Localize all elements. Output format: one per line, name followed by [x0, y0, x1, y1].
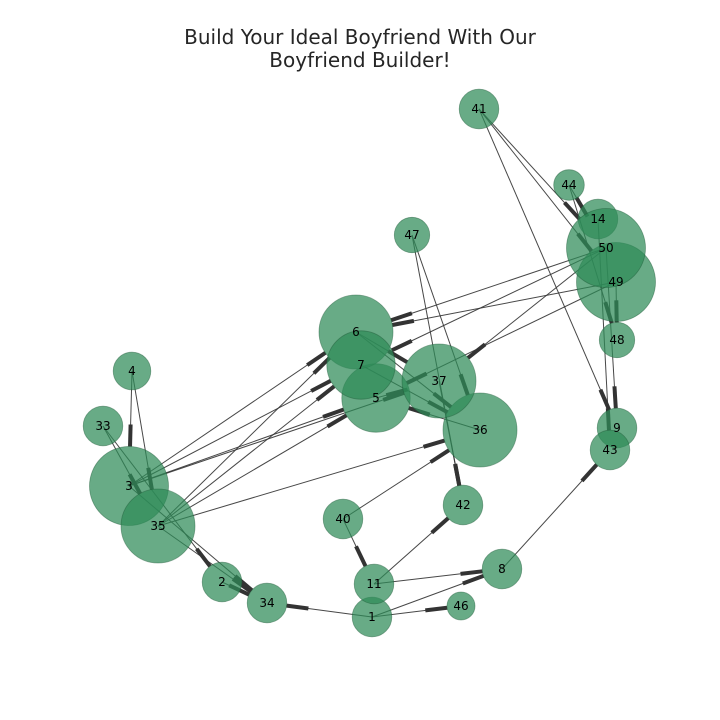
node-46[interactable]	[446, 591, 476, 621]
node-label-9: 9	[613, 421, 621, 435]
node-label-47: 47	[404, 228, 419, 242]
edge-head-3-6	[306, 351, 327, 367]
node-label-41: 41	[471, 102, 486, 116]
node-label-33: 33	[95, 419, 110, 433]
edge-head-11-42	[430, 516, 450, 535]
edge-head-8-43	[580, 463, 599, 483]
edge-41-9	[478, 108, 610, 411]
node-label-4: 4	[128, 364, 136, 378]
node-47[interactable]	[393, 216, 431, 254]
edge-head-35-5	[326, 413, 348, 429]
node-48[interactable]	[598, 321, 636, 359]
edge-head-3-5	[322, 407, 345, 419]
node-label-37: 37	[431, 374, 446, 388]
node-44[interactable]	[553, 169, 585, 201]
node-35[interactable]	[120, 488, 196, 564]
node-41[interactable]	[458, 88, 500, 130]
node-label-49: 49	[608, 275, 623, 289]
edge-35-7	[157, 385, 335, 527]
node-label-34: 34	[259, 596, 274, 610]
node-label-1: 1	[368, 610, 376, 624]
edge-head-50-37	[466, 342, 487, 360]
node-7[interactable]	[326, 330, 396, 400]
node-label-14: 14	[590, 212, 605, 226]
edge-8-43	[501, 464, 598, 570]
node-label-2: 2	[218, 575, 226, 589]
node-label-3: 3	[125, 479, 133, 493]
node-label-44: 44	[561, 178, 576, 192]
node-40[interactable]	[322, 498, 364, 540]
node-label-40: 40	[335, 512, 350, 526]
edge-head-49-6	[391, 318, 415, 327]
edge-head-40-11	[354, 545, 368, 568]
node-label-42: 42	[455, 498, 470, 512]
edge-41-50	[478, 108, 580, 220]
node-11[interactable]	[353, 563, 395, 605]
node-label-7: 7	[357, 358, 365, 372]
chart-title-line-2: Boyfriend Builder!	[269, 48, 451, 72]
edge-head-50-9	[612, 386, 618, 409]
node-label-11: 11	[366, 577, 381, 591]
node-42[interactable]	[442, 484, 484, 526]
edge-head-4-3	[128, 424, 133, 447]
edge-head-37-42	[453, 463, 462, 486]
edge-35-6	[157, 357, 330, 527]
edge-head-3-7	[310, 379, 332, 393]
node-label-50: 50	[598, 241, 613, 255]
node-34[interactable]	[246, 582, 288, 624]
edge-head-40-36	[429, 448, 451, 464]
edge-head-50-7	[391, 338, 413, 353]
edge-head-1-46	[425, 605, 448, 613]
edge-35-36	[157, 440, 445, 527]
node-label-6: 6	[352, 325, 360, 339]
chart-title-line-1: Build Your Ideal Boyfriend With Our	[184, 25, 536, 49]
node-33[interactable]	[82, 405, 124, 447]
edge-head-35-36	[422, 438, 446, 449]
node-label-43: 43	[602, 443, 617, 457]
edge-head-41-50	[563, 201, 581, 221]
edge-head-50-6	[390, 311, 413, 323]
node-layer	[82, 88, 656, 638]
node-4[interactable]	[112, 351, 152, 391]
label-layer: 1234567891114333435363740414243444647484…	[95, 102, 624, 624]
node-label-48: 48	[609, 333, 624, 347]
edge-head-35-7	[315, 384, 336, 402]
node-50[interactable]	[566, 208, 646, 288]
node-label-35: 35	[150, 519, 165, 533]
node-37[interactable]	[401, 343, 477, 419]
node-label-8: 8	[498, 562, 506, 576]
node-label-36: 36	[472, 423, 487, 437]
edge-head-11-8	[460, 569, 483, 576]
edge-head-1-34	[286, 603, 309, 611]
edge-head-1-8	[462, 573, 485, 586]
node-2[interactable]	[201, 561, 243, 603]
node-43[interactable]	[589, 429, 631, 471]
node-36[interactable]	[442, 392, 518, 468]
chart-title: Build Your Ideal Boyfriend With Our Boyf…	[0, 26, 720, 72]
node-label-5: 5	[372, 391, 380, 405]
node-label-46: 46	[453, 599, 468, 613]
node-8[interactable]	[481, 548, 523, 590]
